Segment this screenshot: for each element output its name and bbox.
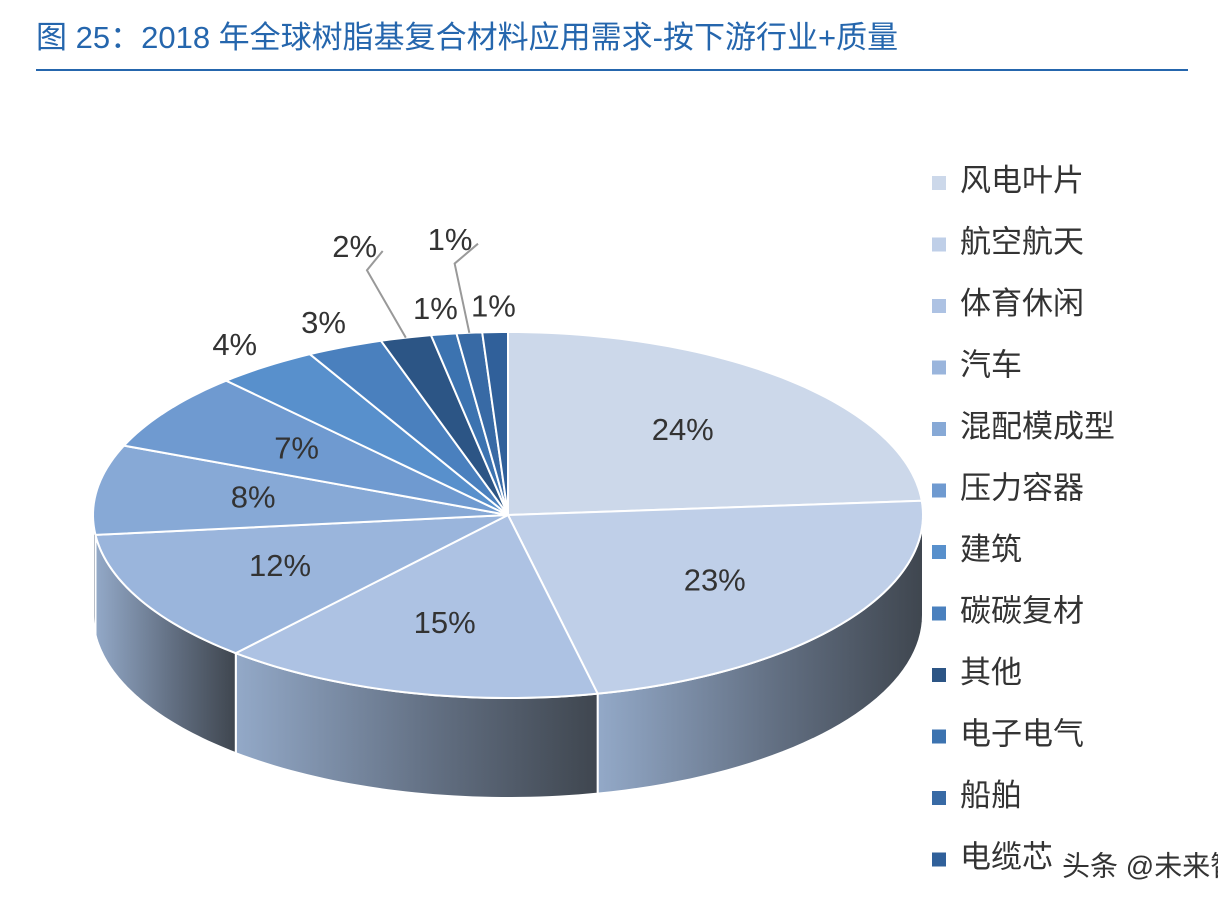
slice [307,339,509,516]
pie-labels: 24% 23% 15% 12% 8% 7% 4% 3% 2% 1% 1% 1% [212,222,745,640]
legend-swatch [932,422,946,436]
legend-swatch [932,545,946,559]
slice [92,444,509,536]
pie-tops [92,330,924,699]
slice [506,499,924,695]
data-label: 3% [301,305,346,340]
legend-label: 其他 [960,655,1022,690]
slice [507,330,923,517]
legend-swatch [932,299,946,313]
data-label: 23% [684,563,746,598]
legend-swatch [932,668,946,682]
data-label: 4% [212,327,257,362]
legend-label: 汽车 [960,348,1022,383]
legend-swatch [932,176,946,190]
legend-label: 电子电气 [960,717,1084,752]
data-label: 24% [652,412,714,447]
legend-label: 混配模成型 [960,409,1115,444]
legend-label: 建筑 [960,532,1022,567]
legend-swatch [932,729,946,744]
data-label: 12% [249,548,311,583]
legend-label: 风电叶片 [960,163,1084,198]
data-label: 1% [471,288,516,323]
slice [379,334,509,516]
data-label: 1% [413,291,458,326]
leader-line [453,242,479,334]
legend-swatch [932,360,946,375]
slice [233,513,600,699]
legend-swatch [932,483,946,498]
data-label: 2% [332,229,377,264]
legend-swatch [932,606,946,621]
legend-label: 电缆芯 [960,840,1053,875]
slice [121,379,509,516]
watermark: 头条 @未来智库 [1062,850,1218,881]
slice [223,353,509,516]
legend-swatch [932,237,946,252]
legend-label: 船舶 [960,778,1022,813]
legend-label: 碳碳复材 [960,594,1084,629]
legend-label: 压力容器 [960,471,1084,506]
chart-title: 图 25：2018 年全球树脂基复合材料应用需求-按下游行业+质量 [36,20,898,55]
legend-swatch [932,852,946,867]
slice [94,514,509,655]
legend-label: 航空航天 [960,225,1084,260]
data-label: 15% [414,605,476,640]
leader-line [365,250,407,339]
data-label: 7% [274,431,319,466]
legend-label: 体育休闲 [960,286,1084,321]
data-label: 1% [428,222,473,257]
data-label: 8% [231,479,276,514]
slice [481,330,509,516]
legend-swatch [932,791,946,805]
